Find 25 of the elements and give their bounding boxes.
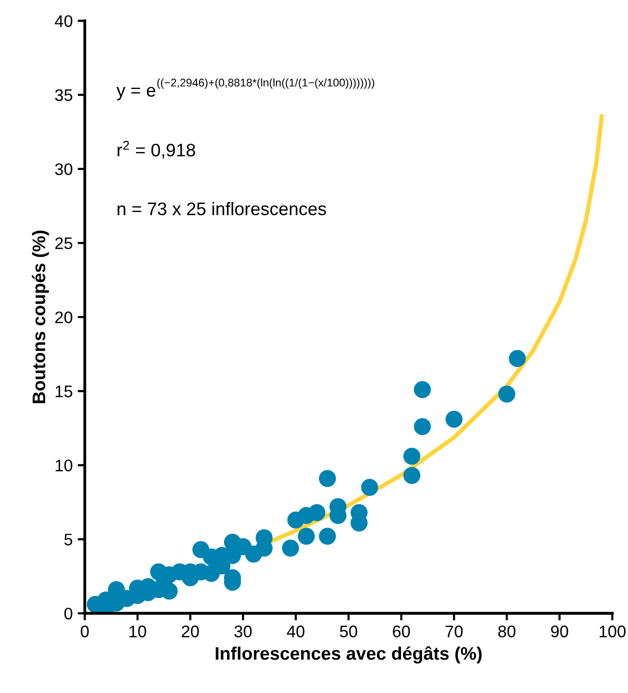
x-axis-title: Inflorescences avec dégâts (%) xyxy=(216,646,482,664)
x-tick-label: 0 xyxy=(80,626,89,638)
x-tick-label: 10 xyxy=(130,626,146,638)
y-tick-label: 40 xyxy=(54,15,72,27)
y-tick-label: 15 xyxy=(56,386,72,398)
annotation: r$^{2}$ = 0,918 xyxy=(118,140,196,159)
x-tick-label: 70 xyxy=(446,626,463,638)
x-tick-label: 40 xyxy=(286,626,304,638)
y-tick-label: 0 xyxy=(64,608,72,620)
annotation: y = e((−2,2946)+(0,8818*(ln(ln((1/(1−(x/100)))))))) xyxy=(116,78,374,100)
y-tick-label: 5 xyxy=(64,534,72,546)
y-tick-label: 20 xyxy=(55,311,72,324)
y-axis-title: Boutons coupés (%) xyxy=(32,230,49,404)
x-tick-label: 100 xyxy=(600,626,626,638)
y-tick-label: 10 xyxy=(56,460,72,472)
x-tick-label: 20 xyxy=(182,626,199,638)
x-tick-label: 80 xyxy=(498,626,516,638)
annotation: n = 73 x 25 inflorescences xyxy=(118,202,326,216)
x-tick-label: 50 xyxy=(340,626,358,638)
y-tick-label: 25 xyxy=(55,237,72,250)
y-tick-label: 30 xyxy=(55,163,72,176)
x-tick-label: 30 xyxy=(234,626,252,638)
x-tick-label: 60 xyxy=(392,626,410,638)
x-tick-label: 90 xyxy=(551,626,568,638)
y-tick-label: 35 xyxy=(55,89,72,102)
